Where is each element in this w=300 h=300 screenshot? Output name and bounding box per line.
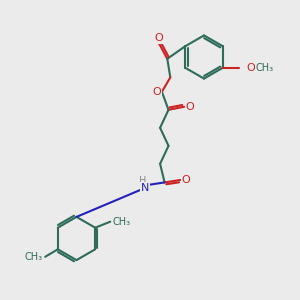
Text: O: O [246,63,255,73]
Text: O: O [154,33,163,43]
Text: CH₃: CH₃ [25,252,43,262]
Text: O: O [186,102,194,112]
Text: O: O [152,87,161,98]
Text: CH₃: CH₃ [256,63,274,73]
Text: CH₃: CH₃ [112,217,131,227]
Text: O: O [182,175,190,185]
Text: N: N [141,183,150,193]
Text: H: H [139,176,146,186]
